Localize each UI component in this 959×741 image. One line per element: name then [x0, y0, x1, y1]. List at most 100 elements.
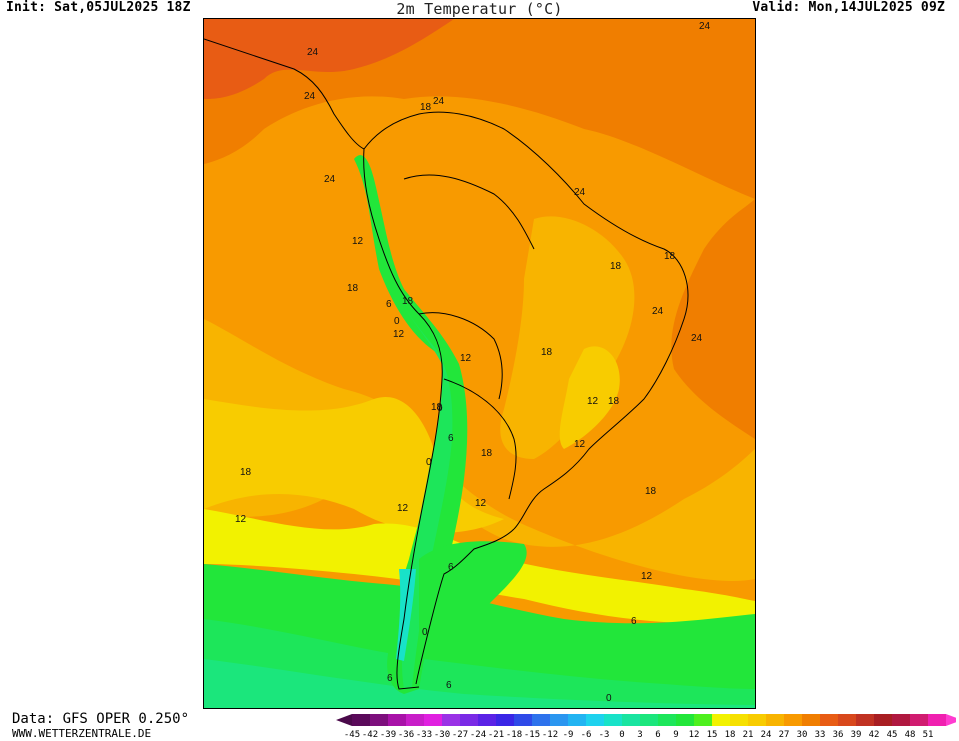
legend-swatch: [532, 714, 550, 726]
band-highlands-cool: [559, 346, 620, 449]
contour-label: 12: [352, 236, 364, 247]
contour-label: 18: [347, 283, 359, 294]
init-time: Init: Sat,05JUL2025 18Z: [6, 0, 191, 15]
contour-label: 0: [422, 627, 428, 638]
contour-label: 6: [387, 673, 393, 684]
legend-tick-label: 12: [688, 730, 700, 740]
contour-label: 0: [394, 316, 400, 327]
legend-swatch: [928, 714, 946, 726]
legend-tick-label: -30: [433, 730, 451, 740]
legend-swatch: [910, 714, 928, 726]
legend-tick-label: 51: [922, 730, 934, 740]
contour-label: 24: [307, 47, 319, 58]
legend-tick-label: -39: [379, 730, 397, 740]
legend-swatch: [442, 714, 460, 726]
legend-swatch: [424, 714, 442, 726]
data-source: Data: GFS OPER 0.250°: [12, 711, 190, 727]
legend-tick-label: -15: [523, 730, 541, 740]
legend-tick-label: -24: [469, 730, 487, 740]
coast-south-east: [415, 528, 515, 685]
legend-tick-label: 39: [850, 730, 862, 740]
contour-label: 0: [437, 403, 443, 414]
legend-swatch: [784, 714, 802, 726]
temperature-map: 24 24 18 24 24 24 24 12 18 18 6 0 12 18 18 24 24 12 18 18 12…: [203, 18, 756, 709]
contour-label: 18: [664, 251, 676, 262]
legend-tick-label: -45: [343, 730, 361, 740]
contour-label: 18: [608, 396, 620, 407]
contour-label: 24: [691, 333, 703, 344]
contour-label: 6: [446, 680, 452, 691]
legend-tick-label: -6: [580, 730, 592, 740]
legend-swatch: [892, 714, 910, 726]
legend-tick-label: 18: [724, 730, 736, 740]
legend-tick-label: -18: [505, 730, 523, 740]
legend-tick-label: 3: [637, 730, 643, 740]
band-27-30: [204, 19, 454, 99]
legend-tick-label: 21: [742, 730, 754, 740]
contour-label: 24: [574, 187, 586, 198]
coast-west: [363, 148, 443, 690]
legend-swatch: [874, 714, 892, 726]
contour-label: 12: [460, 353, 472, 364]
legend-tick-label: 0: [619, 730, 625, 740]
legend-swatch: [748, 714, 766, 726]
legend-swatch: [802, 714, 820, 726]
contour-label: 24: [324, 174, 336, 185]
contour-label: 18: [240, 467, 252, 478]
patagonia-band: [419, 541, 527, 659]
legend-bar: [336, 714, 959, 726]
legend-arrow-right: [946, 714, 959, 726]
band-0-3: [204, 659, 755, 708]
contour-label: 6: [448, 433, 454, 444]
legend-tick-label: -33: [415, 730, 433, 740]
coastlines: [204, 38, 689, 690]
coast-central-america: [204, 38, 365, 150]
legend-swatch: [820, 714, 838, 726]
contour-label: 6: [386, 299, 392, 310]
legend-tick-label: -3: [598, 730, 610, 740]
legend-swatch: [370, 714, 388, 726]
contour-label: 12: [393, 329, 405, 340]
border-north: [403, 174, 535, 250]
legend-tick-label: 9: [673, 730, 679, 740]
color-legend: -45 -42 -39 -36 -33 -30 -27 -24 -21 -18 -15 -12 -9 -6…: [336, 712, 959, 741]
contour-label: 12: [587, 396, 599, 407]
contour-label: 6: [448, 562, 454, 573]
legend-swatch: [352, 714, 370, 726]
contour-label: 18: [402, 296, 414, 307]
legend-swatch: [694, 714, 712, 726]
legend-swatch: [406, 714, 424, 726]
legend-swatch: [766, 714, 784, 726]
contour-label: 18: [431, 402, 443, 413]
legend-swatch: [838, 714, 856, 726]
contour-label: 12: [397, 503, 409, 514]
contour-label: 0: [606, 693, 612, 704]
contour-label: 18: [541, 347, 553, 358]
legend-swatch: [514, 714, 532, 726]
contour-label: 0: [426, 457, 432, 468]
legend-tick-label: 48: [904, 730, 916, 740]
legend-tick-label: -12: [541, 730, 559, 740]
contour-label: 18: [481, 448, 493, 459]
legend-tick-label: -21: [487, 730, 505, 740]
legend-tick-label: 42: [868, 730, 880, 740]
legend-tick-label: 24: [760, 730, 772, 740]
legend-tick-label: -27: [451, 730, 469, 740]
legend-swatch: [730, 714, 748, 726]
legend-tick-label: -36: [397, 730, 415, 740]
legend-swatch: [388, 714, 406, 726]
border-paraguay: [443, 378, 517, 500]
legend-tick-label: 6: [655, 730, 661, 740]
legend-tick-label: 27: [778, 730, 790, 740]
legend-tick-label: -9: [562, 730, 574, 740]
legend-swatch: [658, 714, 676, 726]
legend-swatch: [712, 714, 730, 726]
legend-arrow-left: [336, 714, 352, 726]
contour-label: 12: [574, 439, 586, 450]
legend-tick-label: 15: [706, 730, 718, 740]
legend-swatch: [640, 714, 658, 726]
contour-label: 12: [641, 571, 653, 582]
legend-swatch: [856, 714, 874, 726]
legend-swatch: [460, 714, 478, 726]
contour-label: 24: [652, 306, 664, 317]
